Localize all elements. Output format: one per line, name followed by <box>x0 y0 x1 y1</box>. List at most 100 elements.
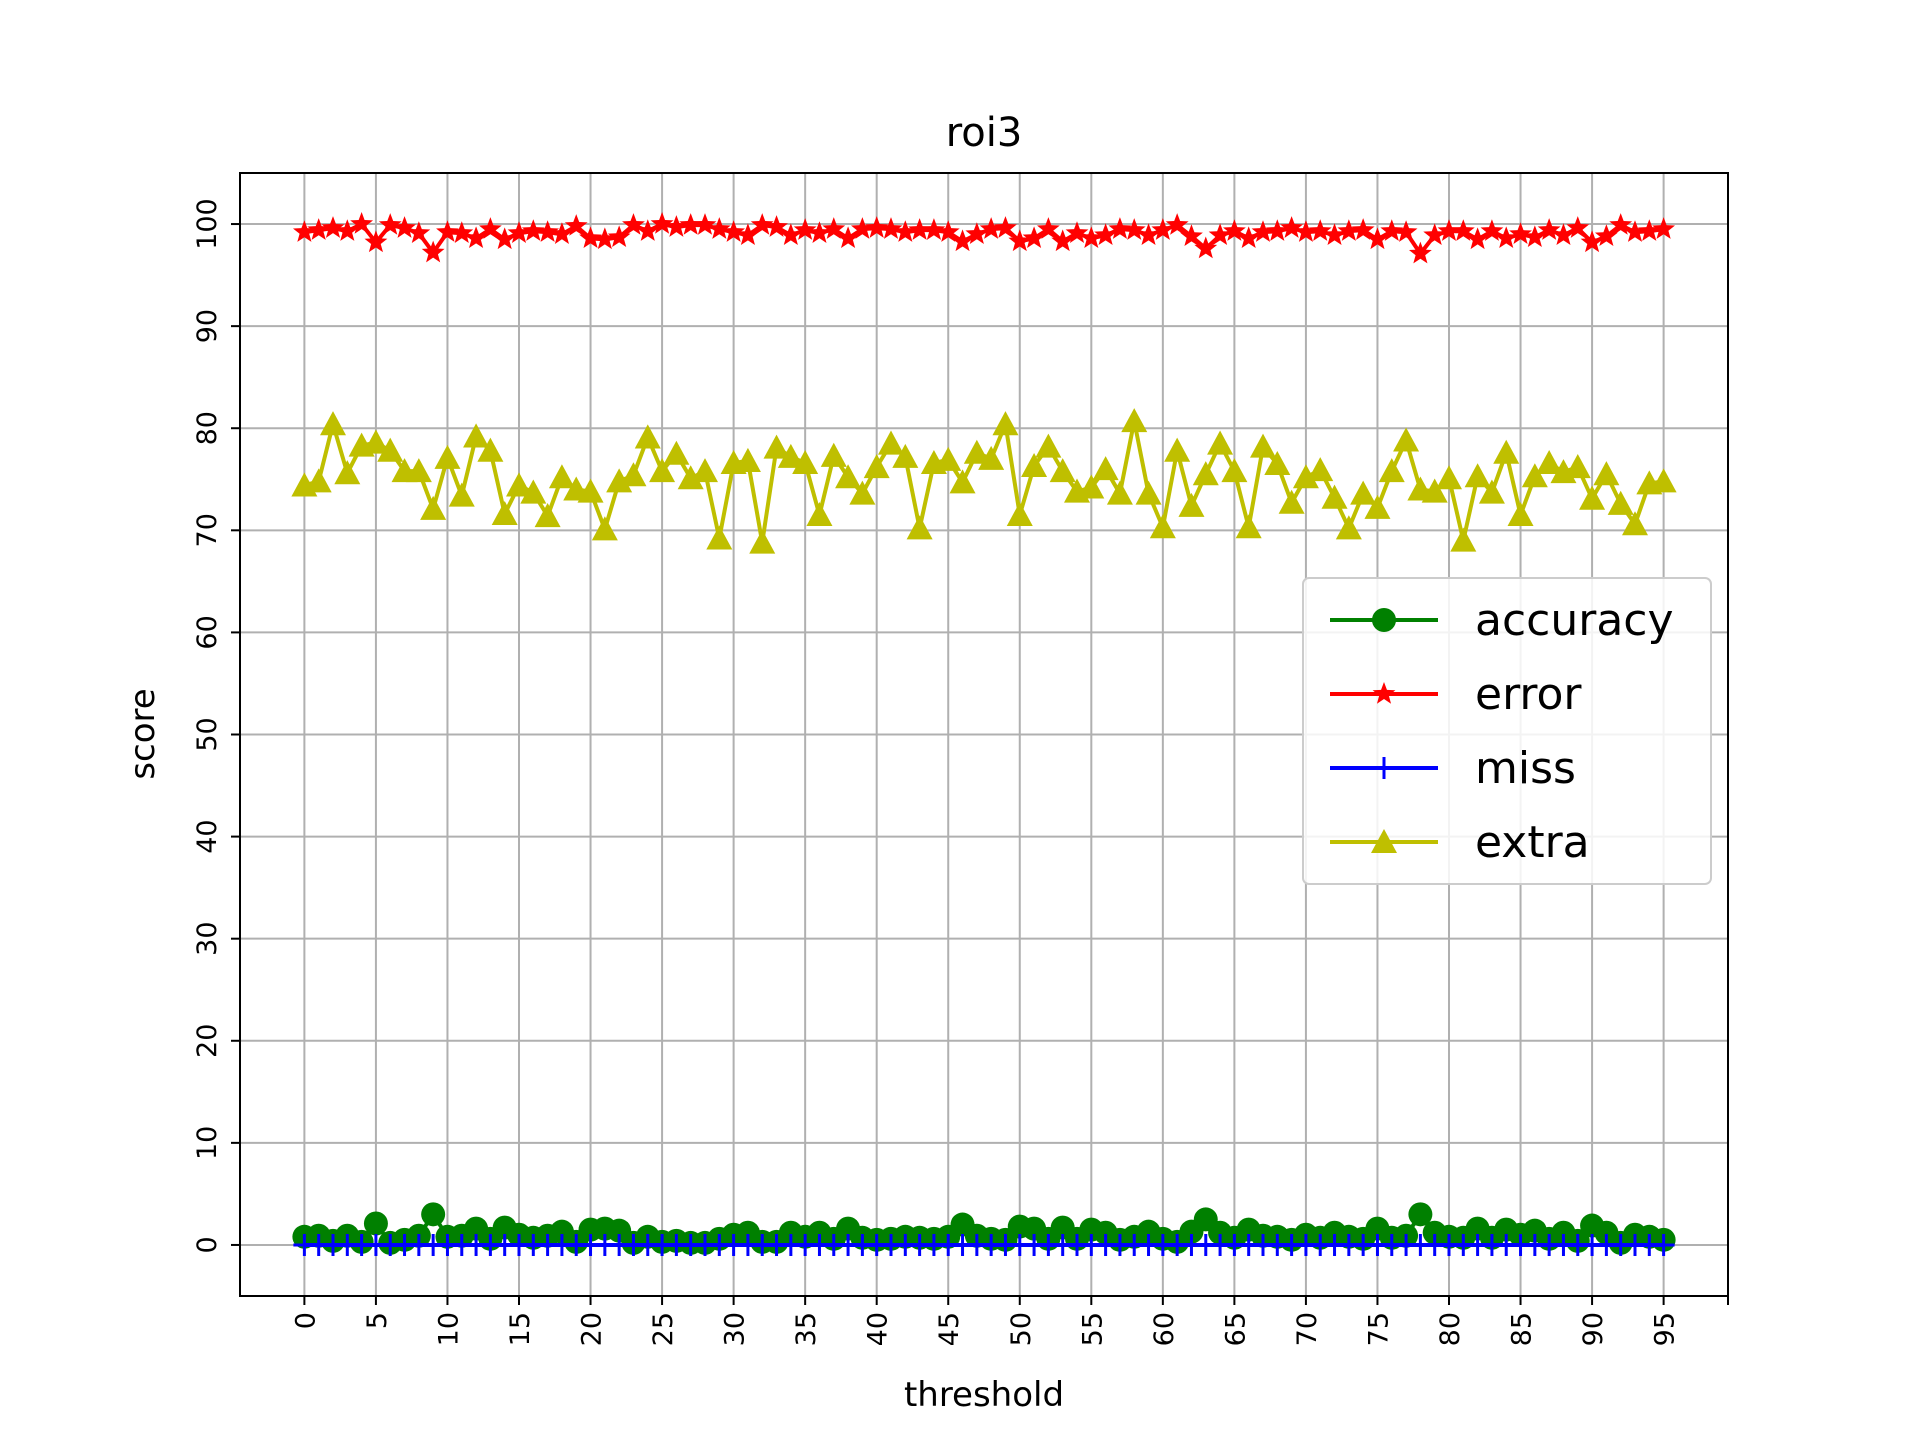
extra-point <box>506 472 532 497</box>
extra-point <box>978 445 1005 470</box>
series-layer <box>291 212 1677 1256</box>
extra-point <box>305 468 332 493</box>
error-point <box>593 227 617 250</box>
error-point <box>1108 217 1132 239</box>
legend-label-miss: miss <box>1475 743 1576 794</box>
error-point <box>1251 220 1275 242</box>
error-point <box>1437 219 1461 241</box>
error-point <box>1165 213 1189 235</box>
extra-point <box>1235 514 1262 539</box>
error-point <box>1323 223 1346 245</box>
extra-point <box>1464 463 1491 488</box>
y-tick-label: 50 <box>192 717 223 751</box>
error-point <box>436 220 459 242</box>
y-axis-title: score <box>123 688 163 779</box>
y-tick-label: 20 <box>192 1024 223 1058</box>
extra-point <box>777 443 804 468</box>
x-tick-label: 20 <box>577 1312 608 1346</box>
x-tick-label: 0 <box>290 1312 321 1329</box>
x-tick-label: 75 <box>1363 1312 1394 1346</box>
extra-point <box>1149 514 1176 539</box>
extra-point <box>1192 461 1219 486</box>
error-point <box>364 230 388 253</box>
legend-marker-error <box>1372 682 1396 704</box>
extra-point <box>1006 502 1033 527</box>
error-point <box>1122 218 1146 240</box>
extra-point <box>463 423 490 448</box>
extra-point <box>992 411 1019 436</box>
x-axis-title: threshold <box>904 1375 1064 1415</box>
series-miss <box>293 1233 1675 1256</box>
extra-point <box>634 424 661 449</box>
error-point <box>1637 219 1661 241</box>
extra-point <box>1321 484 1348 509</box>
error-point <box>1237 226 1261 249</box>
accuracy-point <box>1408 1202 1433 1227</box>
extra-point <box>1121 408 1148 433</box>
extra-point <box>1593 461 1620 486</box>
extra-point <box>1021 453 1048 478</box>
extra-point <box>849 480 876 505</box>
error-point <box>1222 219 1246 241</box>
error-point <box>1208 223 1232 245</box>
error-point <box>536 220 560 242</box>
error-point <box>650 212 674 234</box>
error-point <box>335 219 359 241</box>
extra-point <box>792 449 819 474</box>
legend-marker-miss <box>1373 757 1395 779</box>
extra-point <box>1478 479 1505 504</box>
error-point <box>1351 218 1375 240</box>
extra-point <box>763 434 790 459</box>
extra-point <box>606 468 633 493</box>
x-tick-label: 90 <box>1578 1312 1609 1346</box>
extra-point <box>1292 464 1319 489</box>
y-tick-label: 0 <box>192 1236 223 1253</box>
error-point <box>994 216 1017 238</box>
extra-point <box>405 458 432 483</box>
miss-point <box>1652 1233 1675 1256</box>
extra-point <box>1579 485 1606 510</box>
legend-box <box>1302 577 1712 885</box>
y-tick-label: 60 <box>192 615 223 649</box>
error-point <box>979 217 1003 239</box>
extra-point <box>1450 527 1477 552</box>
extra-point <box>1507 502 1534 527</box>
series-extra <box>291 408 1677 554</box>
y-tick-label: 40 <box>192 819 223 853</box>
y-tick-label: 30 <box>192 922 223 956</box>
extra-point <box>548 464 575 489</box>
error-point <box>1523 225 1547 248</box>
extra-point <box>949 469 976 494</box>
accuracy-point <box>421 1202 446 1227</box>
extra-point <box>377 437 404 462</box>
extra-point <box>1436 465 1462 490</box>
error-point <box>1537 218 1561 240</box>
error-point <box>421 240 445 263</box>
legend-marker-extra <box>1371 829 1397 854</box>
error-point <box>1151 218 1175 240</box>
error-point <box>664 215 688 237</box>
legend-label-error: error <box>1475 669 1582 720</box>
error-point <box>1494 226 1518 249</box>
x-tick-label: 95 <box>1650 1312 1681 1346</box>
error-point <box>550 222 574 244</box>
error-point <box>1079 226 1103 249</box>
extra-point <box>749 529 776 554</box>
error-point <box>1180 224 1203 246</box>
extra-point <box>1521 463 1548 488</box>
extra-point <box>1307 457 1334 482</box>
error-point <box>1509 222 1532 244</box>
x-tick-label: 15 <box>505 1312 536 1346</box>
x-tick-label: 30 <box>720 1312 751 1346</box>
series-error <box>292 212 1676 264</box>
extra-point <box>963 439 990 464</box>
legend-label-accuracy: accuracy <box>1475 595 1674 646</box>
x-tick-label: 35 <box>791 1312 822 1346</box>
error-point <box>292 220 316 242</box>
error-point <box>1566 216 1590 238</box>
extra-point <box>1350 480 1377 505</box>
error-point <box>679 213 703 235</box>
extra-point <box>1049 458 1076 483</box>
extra-point <box>1607 490 1634 515</box>
